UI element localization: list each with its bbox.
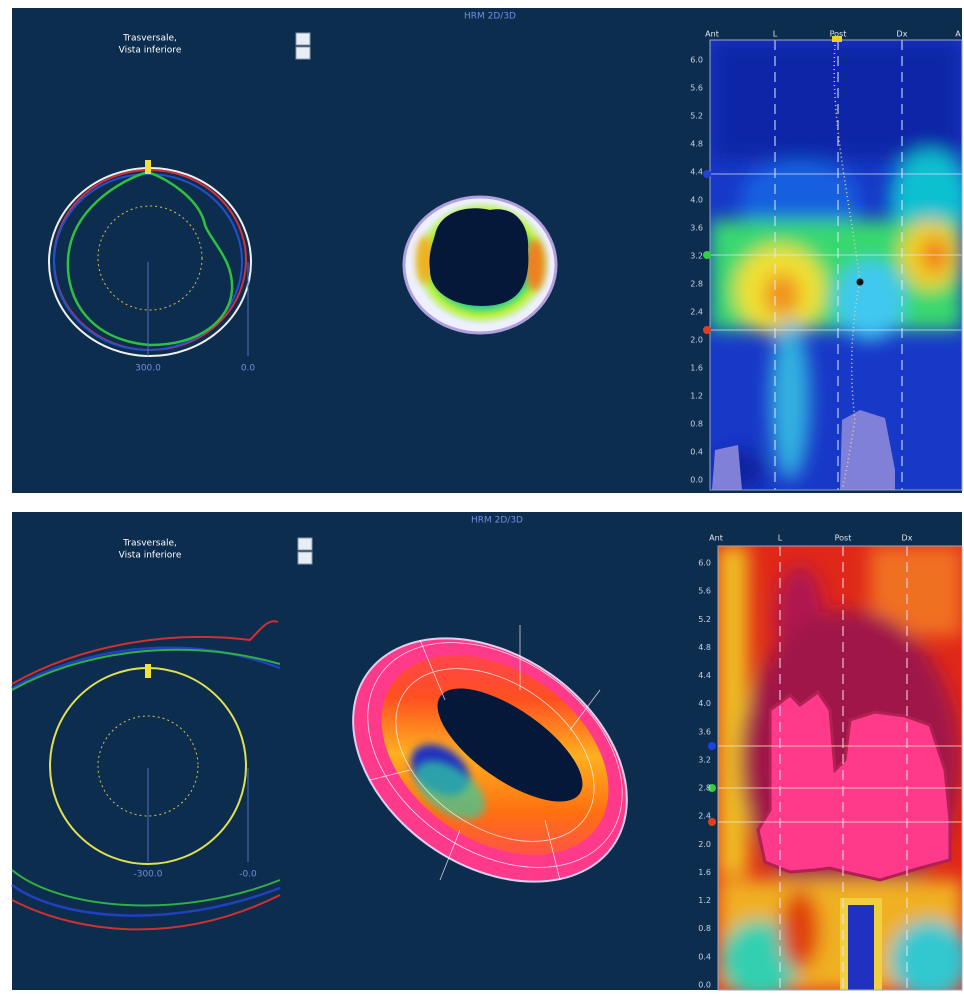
- y-tick-label: 4.4: [690, 168, 703, 177]
- y-tick-label: 1.6: [698, 868, 711, 877]
- view-label: Trasversale,: [122, 539, 177, 549]
- top-panel: HRM 2D/3D Trasversale, Vista inferiore 3…: [12, 8, 963, 493]
- y-tick-label: 2.8: [690, 280, 703, 289]
- scale-label: 0.0: [241, 364, 256, 374]
- y-tick-label: 4.4: [698, 671, 711, 680]
- bottom-panel: HRM 2D/3D Trasversale, Vista inferiore -…: [11, 512, 963, 991]
- y-tick-label: 0.4: [690, 448, 703, 457]
- marker[interactable]: [703, 170, 711, 178]
- pressure-heatmap: [718, 546, 962, 990]
- view-label: Trasversale,: [122, 34, 177, 44]
- axis-label: Ant: [705, 30, 719, 39]
- axis-label: Post: [835, 534, 852, 543]
- axis-label: Ant: [709, 534, 723, 543]
- y-tick-label: 6.0: [690, 56, 703, 65]
- y-tick-label: 0.4: [698, 952, 711, 961]
- y-tick-label: 2.0: [698, 840, 711, 849]
- panel-title: HRM 2D/3D: [464, 12, 516, 22]
- y-tick-label: 0.0: [690, 476, 703, 485]
- y-tick-label: 2.8: [698, 784, 711, 793]
- pressure-ring-3d: [402, 195, 558, 335]
- y-tick-label: 4.8: [690, 140, 703, 149]
- y-tick-label: 0.8: [698, 924, 711, 933]
- y-tick-label: 3.2: [698, 755, 711, 764]
- view-label: Vista inferiore: [119, 551, 182, 561]
- y-tick-label: 0.0: [698, 981, 711, 990]
- y-tick-label: 4.8: [698, 643, 711, 652]
- y-tick-label: 4.0: [698, 699, 711, 708]
- axis-label: L: [773, 30, 778, 39]
- marker[interactable]: [703, 326, 711, 334]
- y-tick-label: 3.6: [698, 727, 711, 736]
- view-label: Vista inferiore: [119, 46, 182, 56]
- axis-label: A: [955, 30, 961, 39]
- axis-label: Post: [830, 30, 847, 39]
- marker[interactable]: [708, 818, 716, 826]
- axis-label: L: [778, 534, 783, 543]
- y-tick-label: 4.0: [690, 196, 703, 205]
- y-tick-label: 3.2: [690, 252, 703, 261]
- y-tick-label: 5.6: [698, 587, 711, 596]
- y-tick-label: 2.4: [690, 308, 703, 317]
- marker[interactable]: [703, 251, 711, 259]
- marker[interactable]: [708, 784, 716, 792]
- scale-label: -0.0: [239, 870, 257, 880]
- y-tick-label: 5.2: [690, 112, 703, 121]
- marker[interactable]: [832, 36, 842, 42]
- y-tick-label: 5.2: [698, 615, 711, 624]
- y-tick-label: 3.6: [690, 224, 703, 233]
- cross-section-2d: [11, 620, 281, 931]
- y-tick-label: 2.0: [690, 336, 703, 345]
- pressure-ring-3d: [352, 625, 628, 883]
- y-tick-label: 1.2: [690, 392, 703, 401]
- scale-label: -300.0: [133, 870, 162, 880]
- zoom-buttons[interactable]: [295, 32, 311, 60]
- axis-label: Dx: [897, 30, 908, 39]
- zoom-buttons[interactable]: [297, 537, 313, 565]
- axis-label: Dx: [902, 534, 913, 543]
- pressure-heatmap: [710, 40, 962, 490]
- y-tick-label: 6.0: [698, 559, 711, 568]
- y-tick-label: 0.8: [690, 420, 703, 429]
- cross-section-2d: [48, 160, 252, 357]
- y-tick-label: 1.6: [690, 364, 703, 373]
- y-tick-label: 2.4: [698, 812, 711, 821]
- y-tick-label: 1.2: [698, 896, 711, 905]
- y-tick-label: 5.6: [690, 84, 703, 93]
- panel-title: HRM 2D/3D: [471, 516, 523, 526]
- scale-label: 300.0: [135, 364, 161, 374]
- marker[interactable]: [708, 742, 716, 750]
